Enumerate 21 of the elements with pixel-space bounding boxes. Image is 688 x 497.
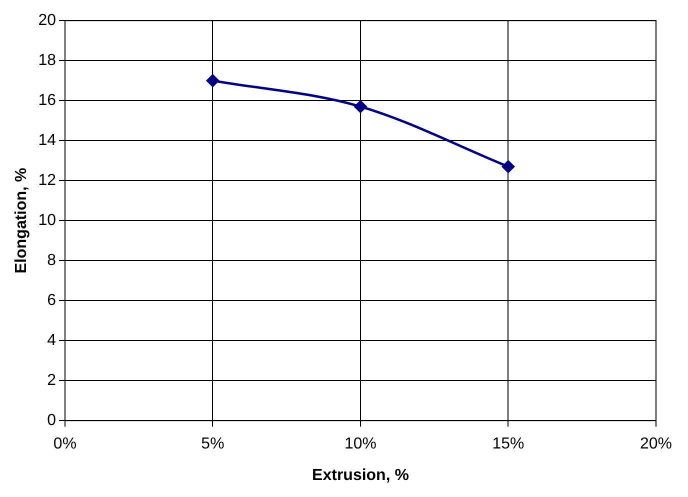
x-tick-label: 10% bbox=[344, 436, 377, 453]
x-tick-label: 0% bbox=[53, 436, 77, 453]
y-tick-label: 2 bbox=[47, 372, 56, 390]
y-tick-label: 14 bbox=[38, 132, 56, 150]
point bbox=[354, 100, 367, 113]
y-tick-label: 20 bbox=[38, 12, 56, 30]
y-tick-label: 0 bbox=[47, 412, 56, 430]
y-tick-label: 10 bbox=[38, 212, 56, 230]
x-tick-label: 5% bbox=[201, 436, 224, 453]
x-axis-title: Extrusion, % bbox=[312, 466, 409, 484]
point bbox=[502, 160, 514, 173]
y-tick-label: 8 bbox=[47, 252, 56, 270]
x-tick-label: 20% bbox=[640, 436, 672, 453]
point bbox=[206, 74, 219, 87]
y-tick-label: 6 bbox=[47, 292, 56, 310]
x-tick-label: 15% bbox=[492, 436, 524, 453]
y-axis-title: Elongation, % bbox=[13, 168, 30, 274]
y-tick-label: 12 bbox=[38, 172, 56, 190]
y-tick-label: 4 bbox=[47, 332, 56, 350]
y-tick-label: 16 bbox=[38, 92, 56, 110]
y-tick-label: 18 bbox=[38, 52, 56, 70]
